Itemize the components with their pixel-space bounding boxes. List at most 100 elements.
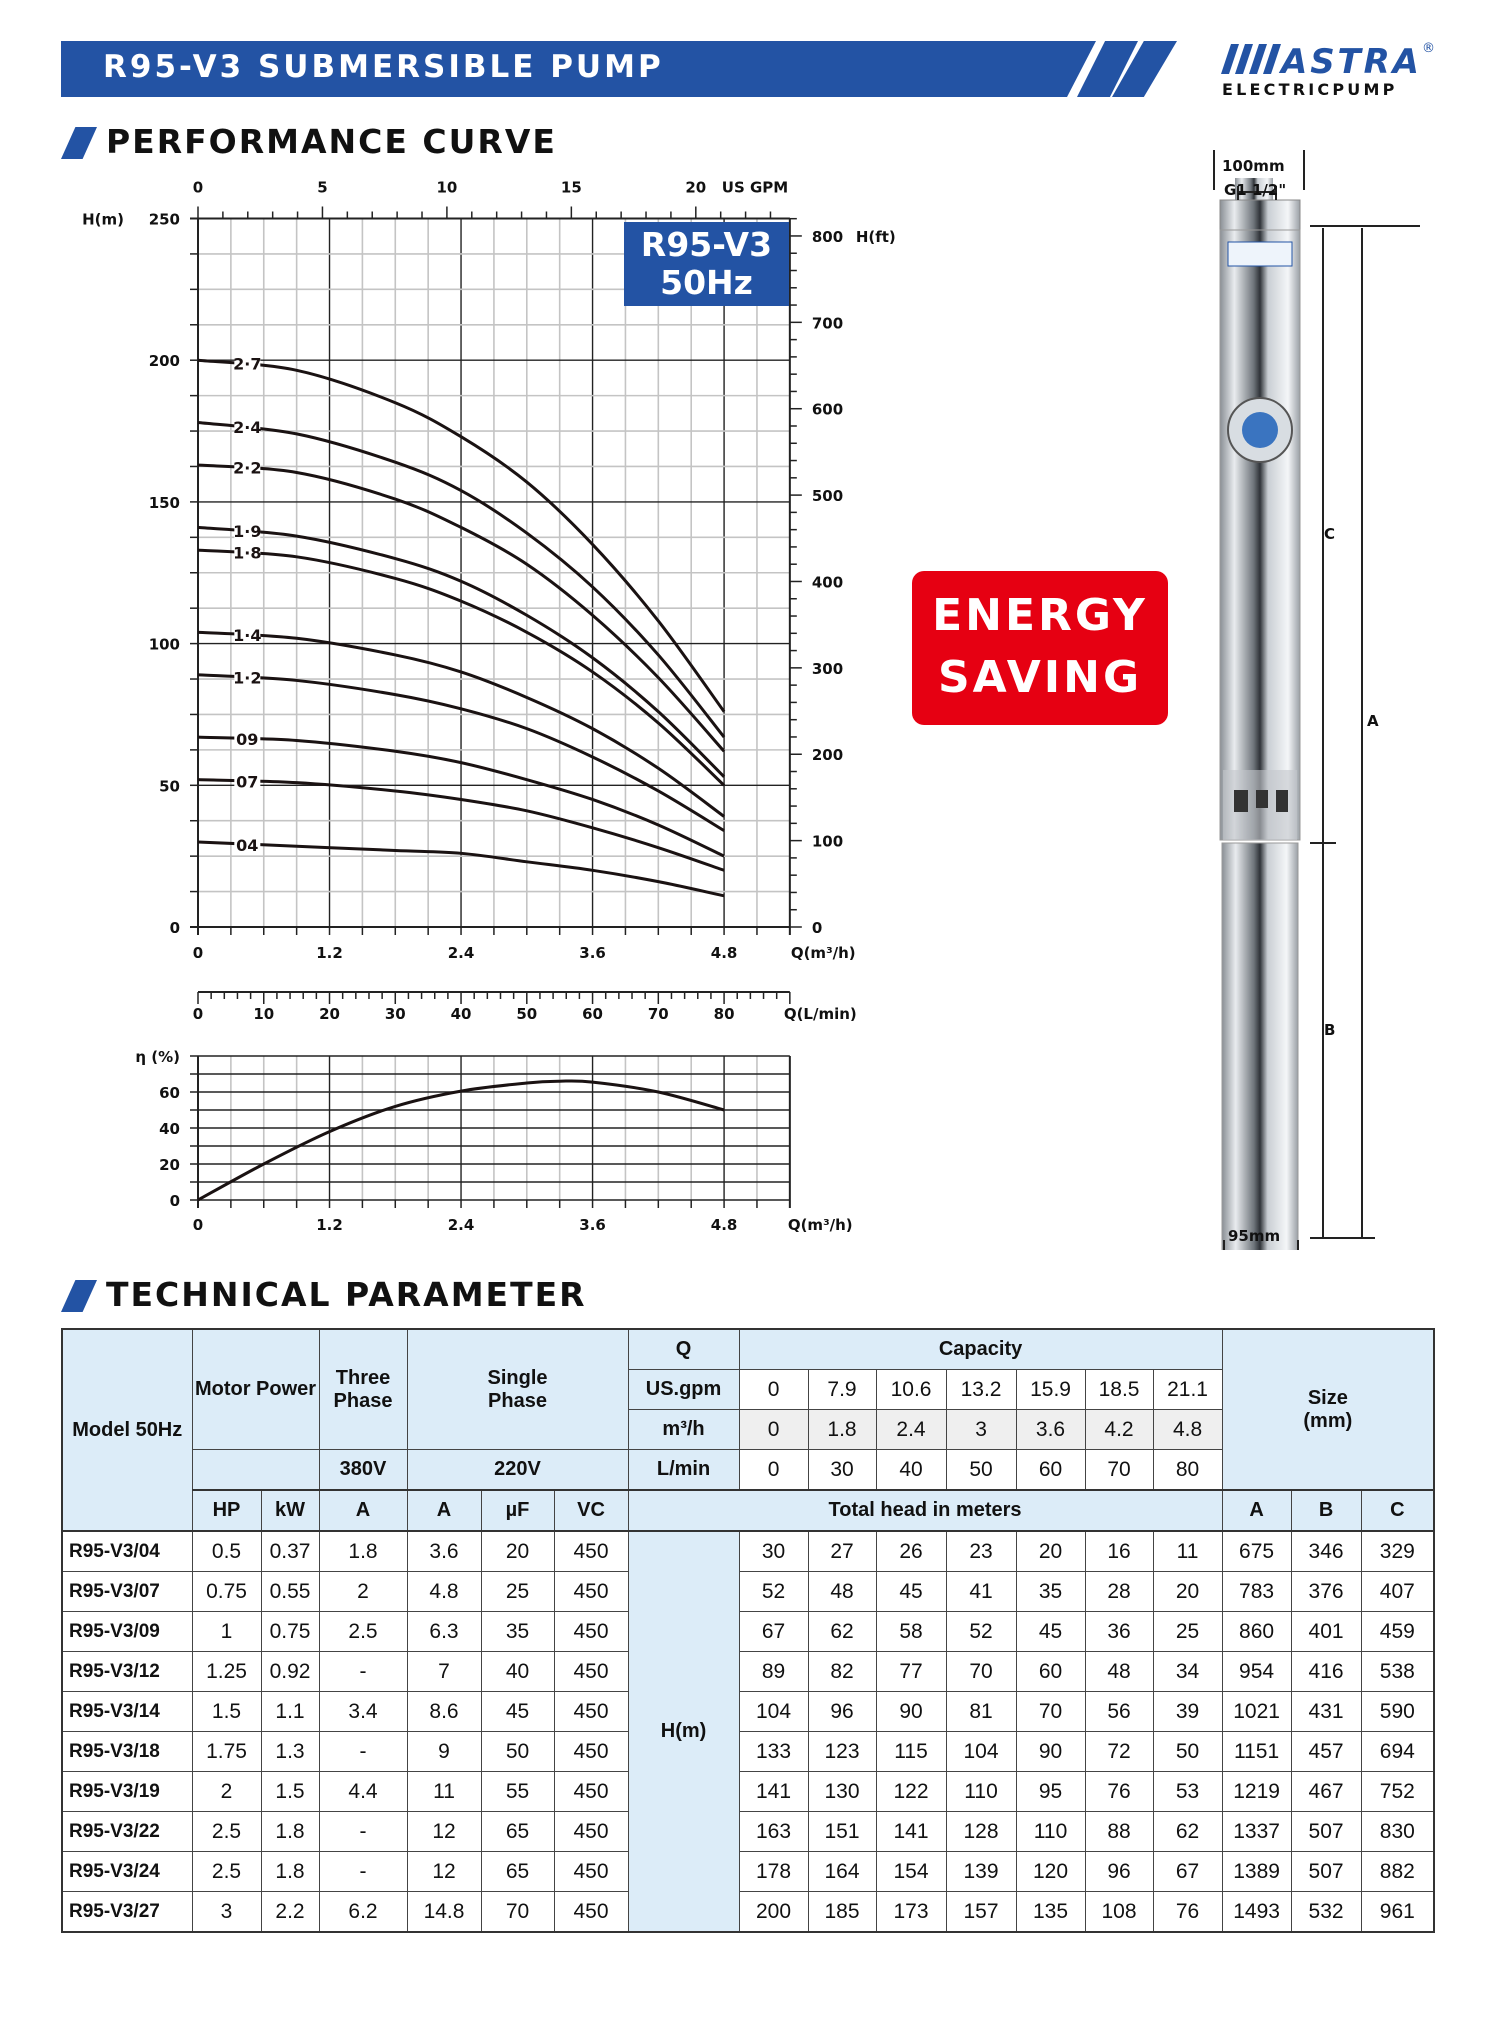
- value-cell: 1493: [1221, 1891, 1292, 1933]
- capacity-lmin-cell: 30: [807, 1449, 877, 1491]
- value-cell: 70: [480, 1891, 555, 1933]
- gpm-tick-label: 20: [685, 179, 706, 197]
- value-cell: 0.75: [260, 1611, 320, 1652]
- motor-power-spacer: [191, 1449, 320, 1490]
- lmin-tick-label: 80: [714, 1005, 735, 1023]
- table-row: R95-V3/12 1.25 0.92-7 40 450 89 82 77 70 60 48 34 95…: [61, 1651, 1435, 1692]
- y-tick-label: 200: [149, 352, 180, 370]
- value-cell: 2.2: [260, 1891, 320, 1933]
- value-cell: 34: [1152, 1651, 1223, 1692]
- value-cell: 58: [875, 1611, 947, 1652]
- badge-frequency: 50Hz: [660, 263, 753, 302]
- table-row: R95-V3/24 2.5 1.8-12 65 450 178 164 154 139 120 96…: [61, 1851, 1435, 1892]
- mastra-logo: ASTRA ®: [1221, 41, 1434, 82]
- value-cell: 41: [945, 1571, 1017, 1612]
- value-cell: 27: [807, 1530, 877, 1572]
- curve-label: 2·4: [233, 418, 261, 437]
- value-cell: 3: [191, 1891, 262, 1933]
- capacity-m3h-cell: 3: [945, 1409, 1017, 1450]
- capacity-gpm-cell: 10.6: [875, 1369, 947, 1410]
- gpm-tick-label: 10: [436, 179, 457, 197]
- header-kw: kW: [260, 1489, 320, 1532]
- curve-label-bg: [234, 728, 261, 747]
- value-cell: 88: [1084, 1811, 1154, 1852]
- value-cell: 130: [807, 1771, 877, 1812]
- value-cell: 590: [1360, 1691, 1435, 1732]
- registered-mark: ®: [1422, 41, 1434, 56]
- value-cell: 50: [1152, 1731, 1223, 1772]
- y-tick-label: 50: [159, 777, 180, 795]
- table-row: R95-V3/04 0.5 0.37 1.8 3.6 20 450 H(m) 30 27 26 23 2…: [61, 1530, 1435, 1933]
- value-cell: 20: [1152, 1571, 1223, 1612]
- head-curve: [197, 548, 726, 787]
- value-cell: 122: [875, 1771, 947, 1812]
- value-cell: 1.5: [191, 1691, 262, 1732]
- value-cell: 329: [1360, 1530, 1435, 1572]
- value-cell: 72: [1084, 1731, 1154, 1772]
- eff-x-tick-label: 4.8: [711, 1216, 738, 1234]
- curve-label-bg: [234, 417, 261, 436]
- value-cell: 77: [875, 1651, 947, 1692]
- value-cell: 45: [1015, 1611, 1086, 1652]
- value-cell: 507: [1290, 1851, 1362, 1892]
- lmin-tick-label: 40: [451, 1005, 472, 1023]
- dim-c-label: C: [1324, 525, 1336, 543]
- value-cell: 1.3: [260, 1731, 320, 1772]
- pump-illustration: [1213, 150, 1420, 1250]
- curve-label: 1·9: [233, 522, 261, 541]
- efficiency-curve: [197, 1079, 725, 1202]
- value-cell: 104: [738, 1691, 809, 1732]
- value-cell: 95: [1015, 1771, 1086, 1812]
- value-cell: 401: [1290, 1611, 1362, 1652]
- value-cell: 1.1: [260, 1691, 320, 1732]
- value-cell: 0.75: [191, 1571, 262, 1612]
- lmin-tick-label: 30: [385, 1005, 406, 1023]
- value-cell: 67: [738, 1611, 809, 1652]
- performance-title: PERFORMANCE CURVE: [106, 122, 557, 161]
- value-cell: 70: [945, 1651, 1017, 1692]
- value-cell: 1.8: [260, 1811, 320, 1852]
- value-cell: 70: [1015, 1691, 1086, 1732]
- value-cell: 65: [480, 1811, 555, 1852]
- value-cell: -: [318, 1811, 408, 1852]
- ft-tick-label: 100: [812, 833, 843, 851]
- value-cell: 133: [738, 1731, 809, 1772]
- table-row: R95-V3/14 1.5 1.1 3.4 8.6 45 450 104 96 90 81 70 56 3…: [61, 1691, 1435, 1732]
- capacity-lmin-cell: 80: [1152, 1449, 1223, 1491]
- value-cell: 120: [1015, 1851, 1086, 1892]
- energy-saving-badge: ENERGY SAVING: [912, 571, 1168, 725]
- lmin-tick-label: 10: [253, 1005, 274, 1023]
- value-cell: 6.2: [318, 1891, 408, 1933]
- eff-x-tick-label: 0: [193, 1216, 203, 1234]
- value-cell: 36: [1084, 1611, 1154, 1652]
- value-cell: 123: [807, 1731, 877, 1772]
- model-cell: R95-V3/04: [61, 1530, 193, 1572]
- curve-label: 07: [236, 772, 258, 791]
- value-cell: 450: [553, 1771, 629, 1812]
- value-cell: 416: [1290, 1651, 1362, 1692]
- technical-title: TECHNICAL PARAMETER: [106, 1275, 587, 1314]
- capacity-gpm-cell: 0: [738, 1369, 809, 1410]
- curve-label: 09: [236, 730, 258, 749]
- value-cell: 7: [406, 1651, 482, 1692]
- model-cell: R95-V3/09: [61, 1611, 193, 1652]
- value-cell: 62: [807, 1611, 877, 1652]
- energy-line1: ENERGY: [932, 590, 1148, 641]
- value-cell: 1.8: [318, 1530, 408, 1572]
- value-cell: 115: [875, 1731, 947, 1772]
- eff-x-tick-label: 1.2: [316, 1216, 343, 1234]
- value-cell: 752: [1360, 1771, 1435, 1812]
- value-cell: 450: [553, 1530, 629, 1572]
- ft-tick-label: 300: [812, 660, 843, 678]
- header-usgpm: US.gpm: [627, 1369, 740, 1410]
- value-cell: 2: [191, 1771, 262, 1812]
- curve-label: 04: [236, 836, 258, 855]
- value-cell: 48: [807, 1571, 877, 1612]
- value-cell: 457: [1290, 1731, 1362, 1772]
- curve-label-bg: [234, 542, 261, 561]
- value-cell: 141: [875, 1811, 947, 1852]
- header-three-phase: Three Phase: [318, 1328, 408, 1450]
- value-cell: 154: [875, 1851, 947, 1892]
- header-380v: 380V: [318, 1449, 408, 1491]
- logo-subtitle: ELECTRICPUMP: [1222, 80, 1398, 99]
